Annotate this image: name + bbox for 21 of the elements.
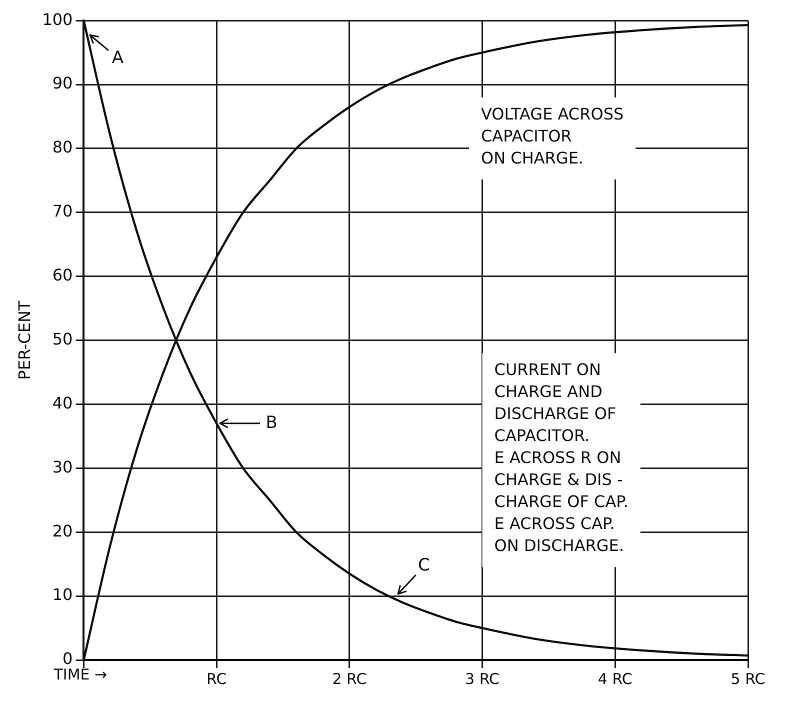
annotation: C [418, 555, 430, 576]
annotation: VOLTAGE ACROSS CAPACITOR ON CHARGE. [481, 104, 624, 168]
annotation: B [266, 412, 278, 433]
y-tick-label: 80 [52, 138, 73, 157]
y-tick-label: 70 [52, 202, 73, 221]
text: CURRENT ON CHARGE AND DISCHARGE OF CAPACITOR. E ACROSS R ON CHARGE & DIS - CHARGE OF CAP. E ACROSS CAP. ON DISCHARGE. [494, 360, 628, 556]
x-tick-label: 3 RC [465, 670, 500, 688]
y-tick-label: 40 [52, 393, 73, 412]
x-tick-label: 5 RC [730, 670, 766, 688]
annotation: A [112, 48, 124, 68]
x-tick-label: 4 RC [598, 670, 632, 688]
y-axis-title: PER-CENT [14, 300, 34, 380]
x-tick-label: RC [206, 670, 227, 688]
y-tick-label: 90 [52, 74, 73, 93]
y-tick-label: 30 [52, 457, 73, 476]
y-tick-label: 10 [52, 585, 73, 604]
x-tick-label: 2 RC [332, 670, 367, 688]
y-tick-label: 50 [52, 329, 73, 348]
y-tick-label: 100 [42, 10, 73, 29]
y-tick-label: 20 [52, 521, 73, 540]
y-tick-label: 60 [52, 266, 73, 285]
